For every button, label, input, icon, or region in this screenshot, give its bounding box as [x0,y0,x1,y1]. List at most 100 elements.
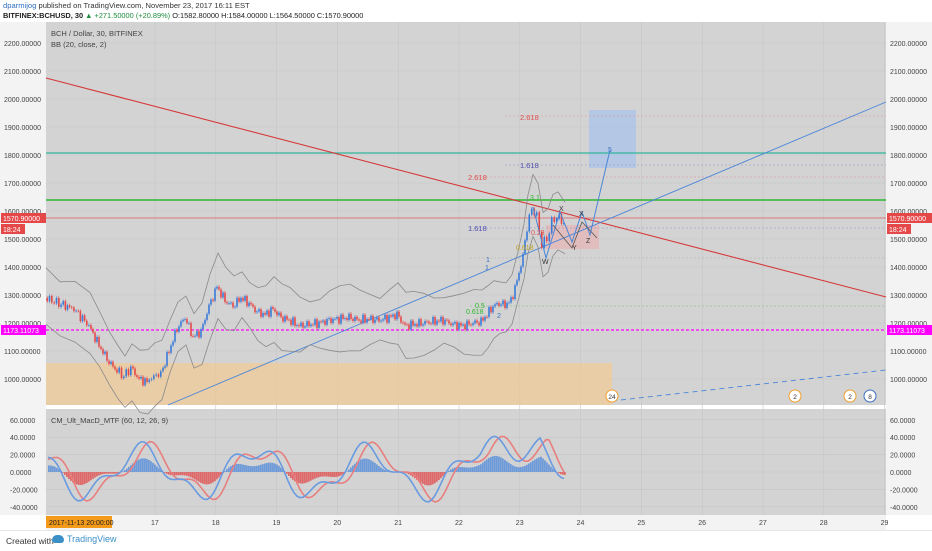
macd-bar [202,472,204,484]
candle-body [176,330,178,332]
event-badge[interactable]: 24 [606,390,618,402]
macd-bar [380,467,382,472]
candle-body [134,368,136,375]
macd-bar [116,472,118,473]
candle-body [96,337,98,342]
time-badge-text: 2017-11-13 20:00:00 [49,520,114,527]
price-tick: 1800.00000 [4,153,41,160]
macd-bar [522,467,524,472]
candle-body [306,321,308,326]
event-badge[interactable]: 2 [789,390,801,402]
chart-legend-title[interactable]: BCH / Dollar, 30, BITFINEX [51,29,143,38]
macd-bar [298,472,300,483]
price-tick: 2200.00000 [4,41,41,48]
candle-body [320,322,322,323]
publish-header: dparmijog published on TradingView.com, … [0,0,932,22]
candle-body [128,369,130,375]
macd-tick: 40.0000 [10,435,35,442]
macd-bar [122,471,124,472]
candle-body [280,313,282,317]
event-badge[interactable]: 2 [844,390,856,402]
candle-body [108,361,110,364]
candle-body [86,321,88,326]
macd-tick: 20.0000 [890,453,915,460]
time-tick: 17 [151,520,159,527]
macd-bar [496,456,498,472]
candle-body [450,323,452,325]
candle-body [362,315,364,323]
candle-body [49,296,51,301]
macd-bar [318,472,320,477]
macd-bar [450,469,452,472]
candle-body [330,318,332,323]
macd-bar [176,472,178,475]
macd-bar [56,468,58,472]
macd-bar [504,460,506,472]
candle-body [138,377,140,378]
macd-bar [498,457,500,472]
publish-line: dparmijog published on TradingView.com, … [3,1,250,10]
author-link[interactable]: dparmijog [3,1,36,10]
chart-area[interactable]: 2.618 1.618 2.618 1.618 0.23 0.618 0.5 0… [0,22,932,530]
indicator-legend[interactable]: BB (20, close, 2) [51,40,107,49]
candle-body [346,318,348,320]
target-zone [589,110,636,168]
candle-body [366,319,368,322]
macd-bar [430,472,432,485]
macd-bar [424,472,426,485]
macd-bar [250,466,252,472]
candle-body [144,378,146,385]
candle-body [448,320,450,323]
macd-bar [252,466,254,472]
tradingview-logo[interactable]: TradingView [52,534,117,544]
candle-body [308,321,310,326]
macd-bar [254,466,256,472]
candle-body [502,301,504,305]
macd-bar [178,472,180,475]
macd-bar [206,472,208,484]
macd-bar [108,472,110,474]
macd-bar [80,472,82,485]
high-value: 1584.00000 [229,11,268,20]
candle-body [514,285,516,299]
macd-bar [492,456,494,472]
current-price-left: 1570.90000 [3,216,40,223]
macd-bar [150,461,152,472]
candle-body [102,349,104,354]
candle-body [155,374,157,375]
macd-legend[interactable]: CM_Ult_MacD_MTF (60, 12, 26, 9) [51,416,169,425]
candle-body [298,325,300,326]
macd-bar [466,467,468,472]
macd-bar [88,472,90,482]
candle-body [364,315,366,323]
macd-bar [528,464,530,472]
chart-svg[interactable]: 2.618 1.618 2.618 1.618 0.23 0.618 0.5 0… [0,22,932,530]
macd-bar [100,472,102,475]
candle-body [284,316,286,322]
candle-body [336,317,338,319]
macd-bar [362,459,364,472]
macd-bar [300,472,302,484]
candle-body [246,296,248,306]
macd-bar [148,460,150,472]
fib-label: 0.618 [516,245,534,252]
candle-body [112,362,114,367]
candle-body [218,287,220,289]
candle-body [100,347,102,349]
candle-body [232,303,234,308]
macd-bar [82,472,84,485]
candle-body [62,301,64,305]
macd-bar [308,472,310,482]
candle-body [382,319,384,320]
price-tick: 2000.00000 [890,97,927,104]
macd-bar [562,472,564,475]
candle-body [196,331,198,336]
macd-bar [156,466,158,472]
candle-body [192,336,194,337]
main-pane[interactable] [46,22,886,405]
event-badge[interactable]: 8 [864,390,876,402]
candle-body [90,325,92,329]
macd-bar [84,472,86,484]
macd-bar [50,466,52,472]
candle-body [216,287,218,289]
